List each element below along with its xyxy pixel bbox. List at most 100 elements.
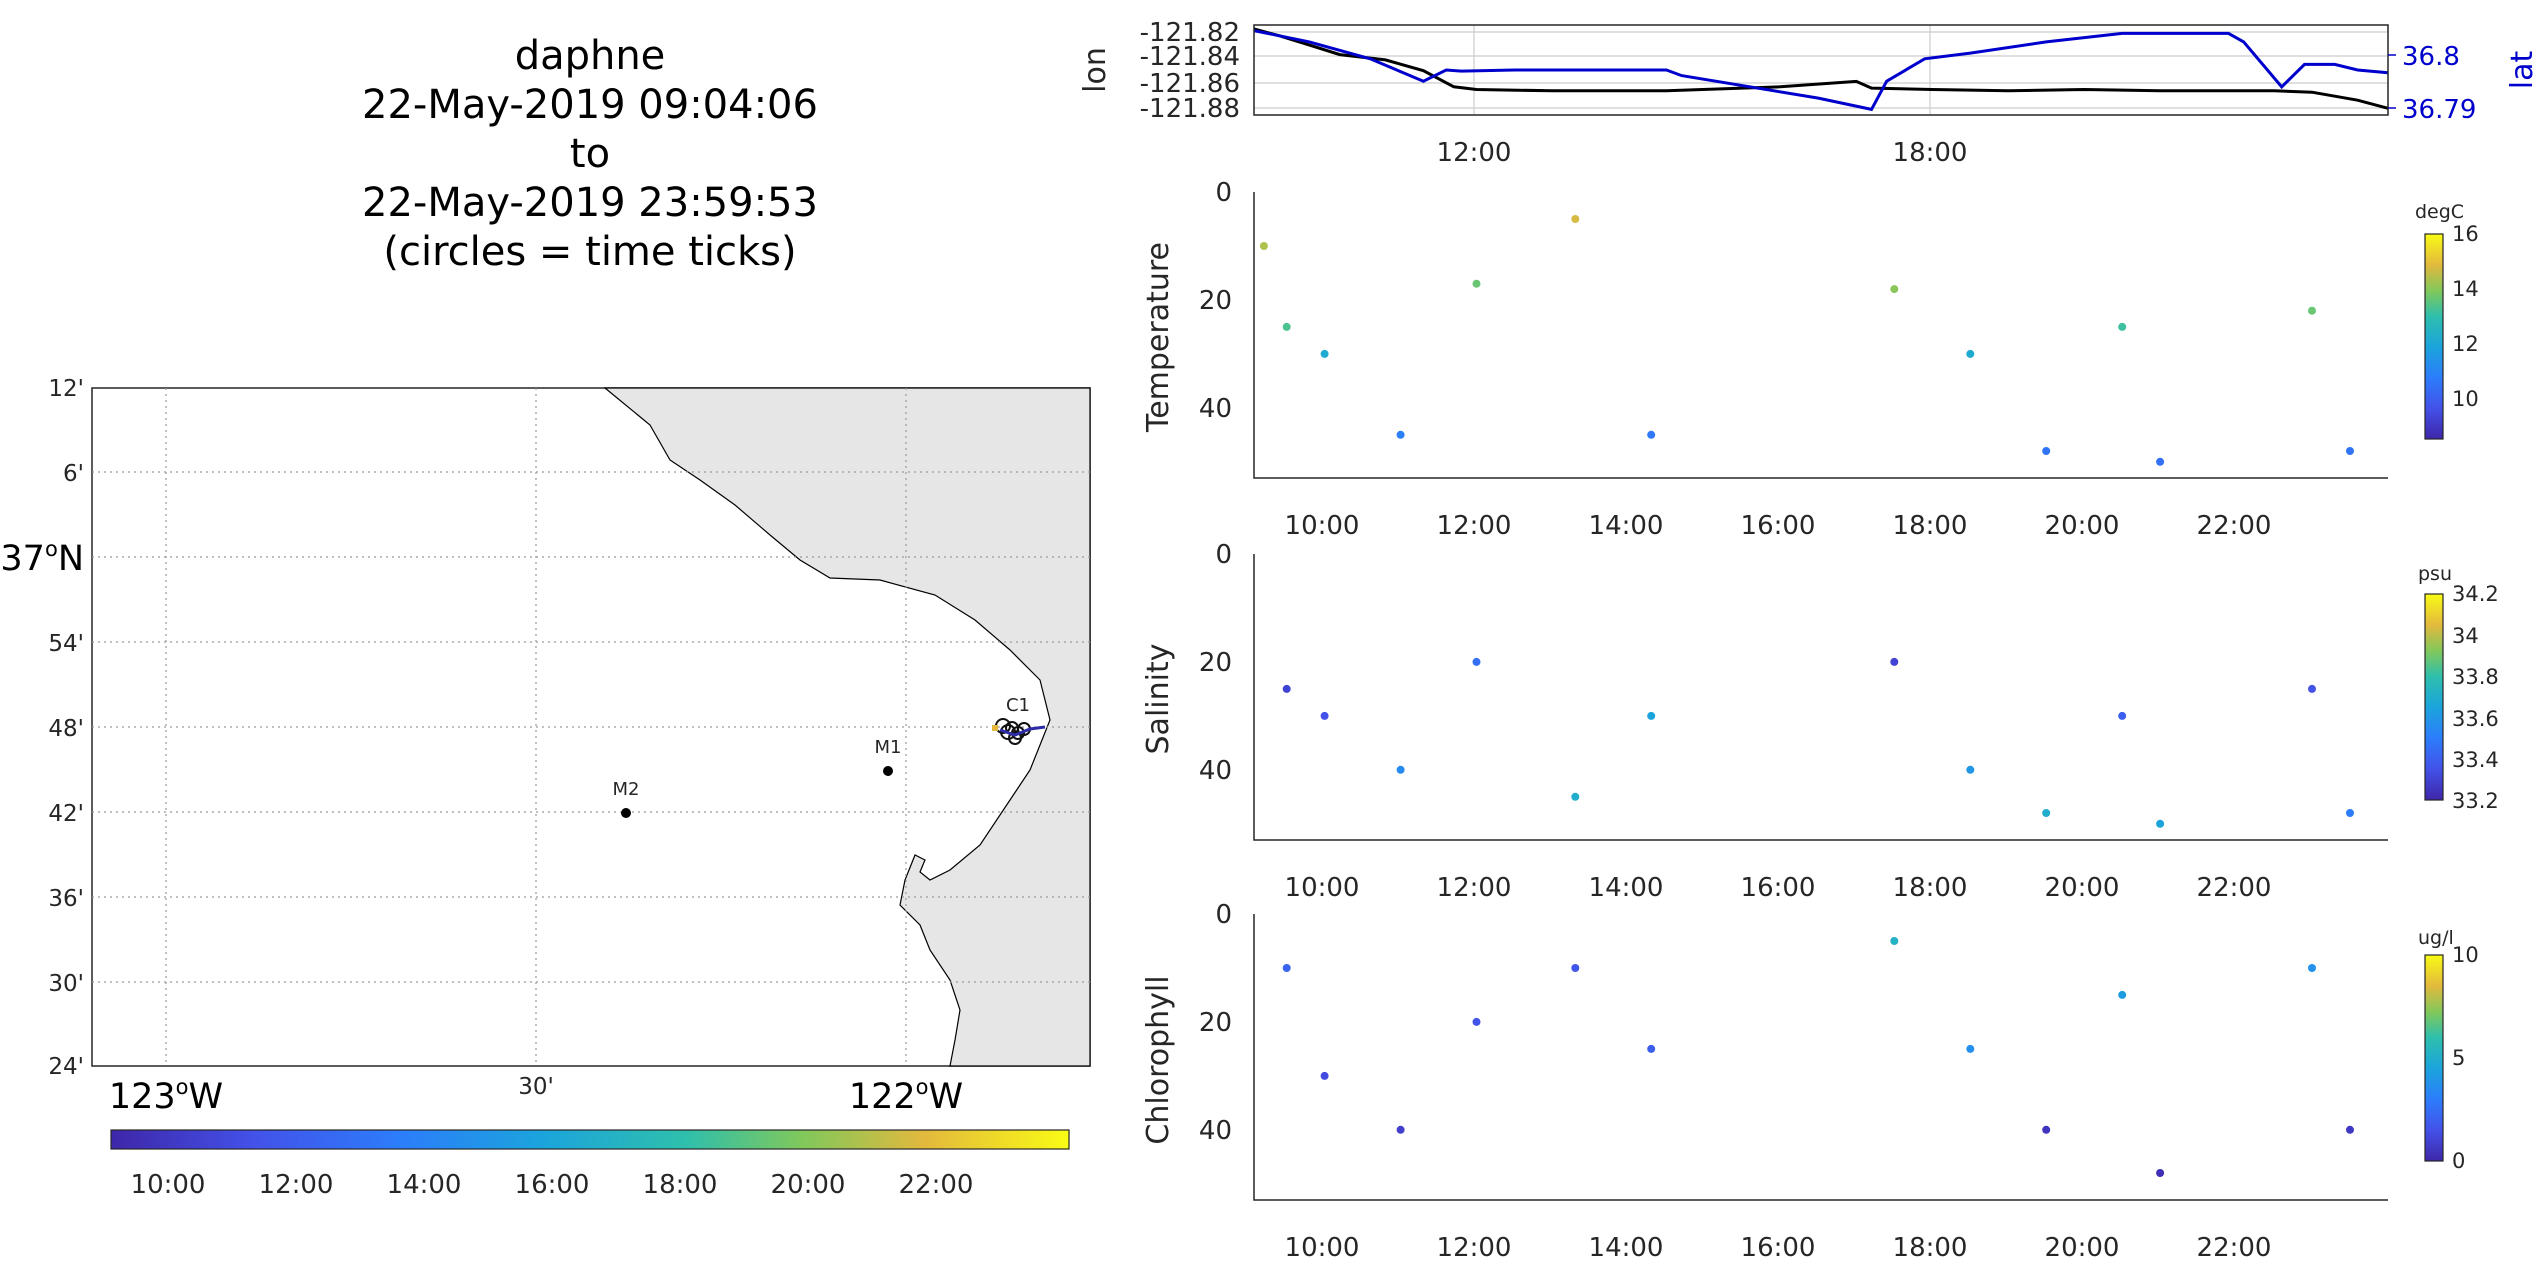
- lat-label-48: 48': [48, 716, 84, 742]
- temperature-point-7: [1890, 285, 1899, 294]
- temperature-cbar-tick-10: 10: [2452, 387, 2479, 411]
- map-lat-labels: 12' 6' 37oN 54' 48' 42' 36' 30' 24': [0, 376, 84, 1080]
- lonlat-panel: -121.82 -121.84 -121.86 -121.88 lon 36.8…: [1078, 18, 2540, 168]
- time-colorbar-tick-14: 14:00: [387, 1170, 462, 1200]
- salinity-x-ticks: 10:00 12:00 14:00 16:00 18:00 20:00 22:0…: [1285, 873, 2272, 903]
- chlorophyll-point-5: [1647, 1044, 1656, 1053]
- lonlat-frame: [1253, 24, 2389, 116]
- mooring-m2-label: M2: [613, 779, 640, 800]
- lat-label-30: 30': [48, 971, 84, 997]
- time-colorbar-tick-18: 18:00: [643, 1170, 718, 1200]
- lon-axis-ticks: -121.82 -121.84 -121.86 -121.88: [1140, 18, 1240, 124]
- chlorophyll-point-7: [1966, 1044, 1975, 1053]
- chlorophyll-xtick-20: 20:00: [2045, 1233, 2120, 1263]
- lonlat-x-ticks: 12:00 18:00: [1437, 138, 1968, 168]
- temperature-point-12: [2308, 306, 2316, 315]
- chlorophyll-xtick-12: 12:00: [1437, 1233, 1512, 1263]
- salinity-colorbar-unit: psu: [2418, 563, 2452, 585]
- title-line-to: to: [569, 131, 611, 177]
- lon-label-122w: 122oW: [849, 1075, 963, 1117]
- time-colorbar-tick-20: 20:00: [771, 1170, 846, 1200]
- chlorophyll-cbar-tick-0: 0: [2452, 1149, 2465, 1173]
- salinity-panel: 0 20 40 Salinity 10:00 12:00 14:00 16:00…: [1141, 540, 2499, 903]
- temperature-xtick-14: 14:00: [1589, 511, 1664, 541]
- figure-title: daphne 22-May-2019 09:04:06 to 22-May-20…: [260, 32, 920, 277]
- chlorophyll-point-4: [1571, 964, 1580, 972]
- chlorophyll-point-8: [2042, 1125, 2051, 1134]
- salinity-point-3: [1472, 657, 1481, 666]
- lat-label-42: 42': [48, 801, 84, 827]
- chlorophyll-axis-label: Chlorophyll: [1141, 975, 1176, 1144]
- temperature-cbar-tick-16: 16: [2452, 222, 2479, 246]
- chlorophyll-point-12: [2346, 1125, 2354, 1134]
- title-line-note: (circles = time ticks): [383, 229, 797, 275]
- chlorophyll-ytick-0: 0: [1215, 900, 1232, 930]
- chlorophyll-point-1: [1320, 1071, 1329, 1080]
- temperature-point-3: [1396, 430, 1405, 439]
- title-line-end: 22-May-2019 23:59:53: [362, 180, 818, 226]
- chlorophyll-panel: 0 20 40 Chlorophyll 10:00 12:00 14:00 16…: [1141, 900, 2479, 1263]
- map-panel: 12' 6' 37oN 54' 48' 42' 36' 30' 24' 123o…: [0, 376, 1091, 1200]
- lat-axis-label: lat: [2505, 51, 2540, 90]
- time-colorbar-tick-12: 12:00: [259, 1170, 334, 1200]
- salinity-point-10: [2156, 819, 2165, 828]
- temperature-point-11: [2156, 457, 2165, 466]
- chlorophyll-xtick-10: 10:00: [1285, 1233, 1360, 1263]
- salinity-ytick-40: 40: [1199, 756, 1232, 786]
- mooring-m2: M2: [613, 779, 640, 818]
- lat-label-12: 12': [48, 376, 84, 402]
- map-lon-labels: 123oW 30' 122oW: [109, 1074, 963, 1117]
- salinity-xtick-12: 12:00: [1437, 873, 1512, 903]
- temperature-point-9: [2042, 447, 2051, 455]
- temperature-point-10: [2118, 322, 2127, 331]
- temperature-point-2: [1320, 349, 1329, 358]
- salinity-ytick-0: 0: [1215, 540, 1232, 570]
- salinity-cbar-tick-336: 33.6: [2452, 707, 2499, 731]
- temperature-ytick-0: 0: [1215, 178, 1232, 208]
- lon-tick-1: -121.82: [1140, 18, 1240, 48]
- temperature-colorbar-unit: degC: [2415, 201, 2464, 223]
- mooring-m2-marker: [621, 808, 631, 818]
- lat-label-24: 24': [48, 1054, 84, 1080]
- salinity-xtick-10: 10:00: [1285, 873, 1360, 903]
- lat-label-37n: 37oN: [0, 537, 84, 579]
- chlorophyll-point-3: [1472, 1017, 1481, 1026]
- chlorophyll-point-2: [1396, 1125, 1405, 1134]
- mooring-m1: M1: [875, 737, 901, 776]
- salinity-xtick-14: 14:00: [1589, 873, 1664, 903]
- temperature-xtick-20: 20:00: [2045, 511, 2120, 541]
- chlorophyll-ytick-20: 20: [1199, 1008, 1232, 1038]
- lonlat-series-group: [1253, 27, 2389, 112]
- mooring-c1-label: C1: [1006, 695, 1030, 716]
- temperature-point-13: [2346, 447, 2354, 455]
- chlorophyll-xtick-16: 16:00: [1741, 1233, 1816, 1263]
- lat-tick-1: 36.8: [2402, 42, 2460, 72]
- chlorophyll-scatter-group: [1282, 937, 2354, 1177]
- chlorophyll-xtick-18: 18:00: [1893, 1233, 1968, 1263]
- temperature-point-8: [1966, 349, 1975, 358]
- mooring-m1-marker: [883, 766, 893, 776]
- salinity-colorbar: psu 34.2 34 33.8 33.6 33.4 33.2: [2418, 563, 2499, 813]
- salinity-point-6: [1890, 657, 1899, 666]
- salinity-point-1: [1320, 711, 1329, 720]
- salinity-point-0: [1282, 684, 1291, 693]
- temperature-point-6: [1647, 430, 1656, 439]
- lat-label-54: 54': [48, 631, 84, 657]
- temperature-cbar-tick-14: 14: [2452, 277, 2479, 301]
- lon-tick-3: -121.86: [1140, 69, 1240, 99]
- temperature-point-4: [1472, 279, 1481, 288]
- salinity-point-2: [1396, 765, 1405, 774]
- salinity-cbar-tick-332: 33.2: [2452, 789, 2499, 813]
- chlorophyll-colorbar-unit: ug/l: [2418, 927, 2454, 949]
- salinity-scatter-group: [1282, 657, 2354, 828]
- salinity-xtick-22: 22:00: [2197, 873, 2272, 903]
- chlorophyll-point-0: [1282, 964, 1291, 972]
- mooring-c1: C1: [992, 695, 1046, 745]
- salinity-axis-label: Salinity: [1141, 644, 1176, 755]
- salinity-cbar-tick-342: 34.2: [2452, 582, 2499, 606]
- salinity-cbar-tick-338: 33.8: [2452, 665, 2499, 689]
- title-line-start: 22-May-2019 09:04:06: [362, 82, 818, 128]
- chlorophyll-x-ticks: 10:00 12:00 14:00 16:00 18:00 20:00 22:0…: [1285, 1233, 2272, 1263]
- temperature-xtick-18: 18:00: [1893, 511, 1968, 541]
- temperature-scatter-group: [1259, 215, 2354, 466]
